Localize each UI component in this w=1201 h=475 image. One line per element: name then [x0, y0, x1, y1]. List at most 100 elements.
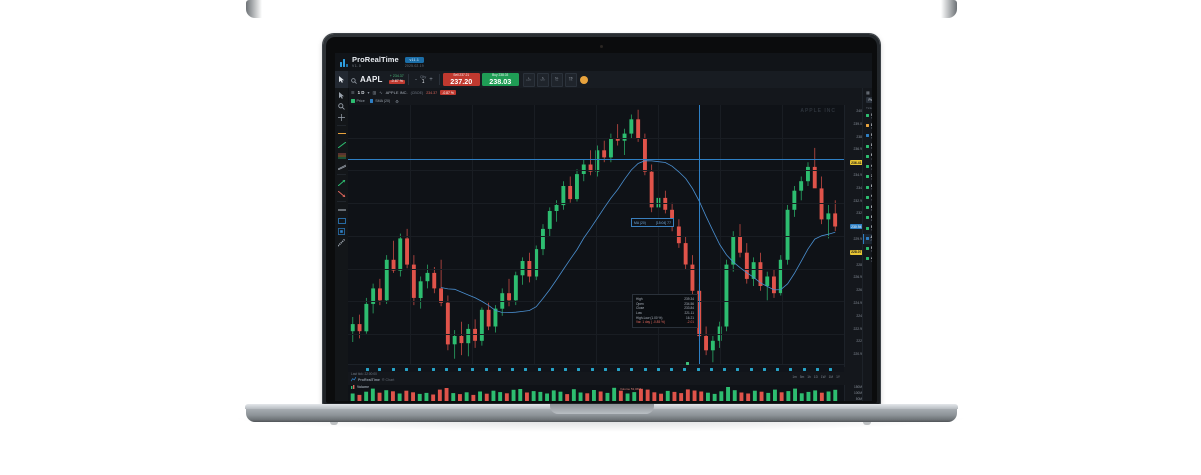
event-marker[interactable] — [432, 367, 435, 371]
event-marker[interactable] — [829, 367, 832, 371]
channel-icon[interactable] — [335, 161, 348, 172]
event-marker[interactable] — [776, 367, 779, 371]
event-marker[interactable] — [750, 367, 753, 371]
event-marker[interactable] — [816, 367, 819, 371]
timeframe-selector[interactable]: 1 D — [357, 90, 365, 95]
event-marker[interactable] — [485, 367, 488, 371]
rectangle-icon[interactable] — [335, 215, 348, 226]
grid-icon[interactable]: ▦ — [866, 90, 870, 95]
event-marker[interactable] — [405, 367, 408, 371]
event-marker[interactable] — [392, 367, 395, 371]
event-marker[interactable] — [366, 367, 369, 371]
watchlist-item-eurusd[interactable]: EURUSDSpot EURUSD — [863, 183, 872, 193]
order-button-sl[interactable]: SL SL — [550, 72, 563, 87]
event-marker[interactable] — [710, 367, 713, 371]
watchlist-item-dax[interactable]: DAXDAX40 Perf Index — [863, 142, 872, 152]
watchlist-item-xauusd[interactable]: XAUUSDOunce Gold USD — [863, 172, 872, 182]
event-marker[interactable] — [418, 367, 421, 371]
indicator-icon[interactable]: ∿ — [379, 90, 383, 95]
event-marker[interactable] — [670, 367, 673, 371]
candlestick-icon[interactable]: ▥ — [372, 90, 377, 95]
timeframe-button[interactable]: 1h — [807, 375, 811, 379]
timeframe-button[interactable]: 1M — [828, 375, 834, 379]
gold-coin-icon[interactable] — [579, 75, 588, 84]
timeframe-button[interactable]: 1W — [820, 375, 826, 379]
event-marker[interactable] — [564, 367, 567, 371]
brush-icon[interactable] — [335, 237, 348, 248]
event-marker[interactable] — [789, 367, 792, 371]
magnifier-icon[interactable] — [335, 101, 348, 112]
trend-line-icon[interactable] — [335, 139, 348, 150]
event-marker-highlight[interactable] — [686, 362, 689, 365]
cursor-arrow-icon[interactable] — [335, 71, 348, 88]
quantity-stepper[interactable]: Qty 1 — [420, 74, 426, 85]
watchlist-item-ndx[interactable]: NDXNASDAQ 100 Index — [863, 131, 872, 141]
crosshair-icon[interactable] — [335, 112, 348, 123]
order-button-tb[interactable]: TB TB — [564, 72, 577, 87]
sma-value-label[interactable]: MA (20) [15:04] 77 — [631, 218, 674, 227]
event-marker[interactable] — [657, 367, 660, 371]
event-marker[interactable] — [498, 367, 501, 371]
event-marker[interactable] — [524, 367, 527, 371]
symbol-search[interactable]: AAPL — [348, 71, 389, 88]
cursor-arrow-icon-rail[interactable] — [335, 90, 348, 101]
hamburger-icon[interactable]: ☰ — [351, 90, 355, 95]
watchlist-item-sp500[interactable]: SP500S&P500 Index — [863, 111, 872, 121]
watchlist-tab-popular[interactable]: Popular — [866, 97, 872, 103]
event-marker[interactable] — [511, 367, 514, 371]
event-marker[interactable] — [630, 367, 633, 371]
timeframe-button[interactable]: 1m — [792, 375, 797, 379]
arrow-up-icon[interactable] — [335, 177, 348, 188]
timeframe-button[interactable]: 1Y — [836, 375, 840, 379]
event-marker[interactable] — [445, 367, 448, 371]
fibonacci-icon[interactable] — [335, 150, 348, 161]
price-chart[interactable]: APPLE INC MA (20) [15:04] 77 High 239.34 — [348, 105, 844, 367]
watchlist-item-ethusd[interactable]: ETHUSDEthereum Dollar - ETH — [863, 213, 872, 223]
qty-increment-button[interactable]: + — [429, 76, 433, 83]
watchlist-item-gbpusd[interactable]: GBPUSDSpot GBPUSD — [863, 193, 872, 203]
order-button-limit[interactable]: L LMT — [522, 72, 535, 87]
event-marker[interactable] — [803, 367, 806, 371]
watchlist-item-aapl[interactable]: AAPLAPPLE INC. — [863, 233, 872, 245]
event-marker[interactable] — [538, 367, 541, 371]
price-axis[interactable]: 240 239.0 238 236.9 236.41 234.9 234 232.9 232 23… — [844, 105, 863, 367]
event-marker[interactable] — [617, 367, 620, 371]
event-marker[interactable] — [471, 367, 474, 371]
event-marker[interactable] — [551, 367, 554, 371]
app-logo[interactable]: ProRealTime V1.0 — [335, 56, 399, 68]
legend-item-price[interactable]: Price — [351, 99, 365, 103]
event-marker[interactable] — [763, 367, 766, 371]
ray-icon[interactable] — [335, 204, 348, 215]
qty-decrement-button[interactable]: - — [414, 76, 417, 83]
order-button-stop[interactable]: S STP — [536, 72, 549, 87]
event-marker[interactable] — [644, 367, 647, 371]
chevron-down-icon[interactable]: ▾ — [367, 90, 370, 95]
arrow-down-icon[interactable] — [335, 188, 348, 199]
event-marker[interactable] — [723, 367, 726, 371]
watchlist-tabs[interactable]: PopularUKUSFR — [863, 97, 872, 105]
watchlist-item-msft[interactable]: MSFTMICROSOFT CORP — [863, 244, 872, 254]
events-marker-row[interactable] — [348, 362, 844, 373]
timeframe-button[interactable]: 5m — [799, 375, 805, 379]
text-icon[interactable] — [335, 226, 348, 237]
event-marker[interactable] — [378, 367, 381, 371]
watchlist-item-btcusd[interactable]: BTCUSDBitcoin Dollar - BTCUSD — [863, 203, 872, 213]
watchlist-item-clxxxx[interactable]: CLXXXXLight Crude Oil Future — [863, 162, 872, 172]
timeframe-button[interactable]: 1D — [813, 375, 818, 379]
volume-pane[interactable]: Volume Volume 53,06M — [348, 385, 844, 401]
sell-button[interactable]: Sell 237.21 237.20 — [442, 73, 480, 86]
event-marker[interactable] — [736, 367, 739, 371]
legend-item-sma[interactable]: SMA (20) — [369, 99, 390, 103]
horizontal-line-icon[interactable] — [335, 128, 348, 139]
event-marker[interactable] — [458, 367, 461, 371]
event-marker[interactable] — [591, 367, 594, 371]
watchlist-item-px1[interactable]: PX1CAC40 Index — [863, 152, 872, 162]
event-marker[interactable] — [683, 367, 686, 371]
event-marker[interactable] — [577, 367, 580, 371]
watchlist-item-nvda[interactable]: NVDANVIDIA CORP — [863, 224, 872, 234]
buy-button[interactable]: Buy 238.03 238.03 — [481, 73, 519, 86]
watchlist-item-dji[interactable]: DJIDOW JONES INDUSTRIAL — [863, 121, 872, 131]
timeframe-buttons[interactable]: 1m 5m 1h 1D 1W 1M 1Y — [792, 375, 840, 379]
watchlist-item-amzn[interactable]: AMZNAMAZON.COM INC. — [863, 254, 872, 264]
legend-settings-icon[interactable]: ⚙ — [395, 98, 399, 104]
